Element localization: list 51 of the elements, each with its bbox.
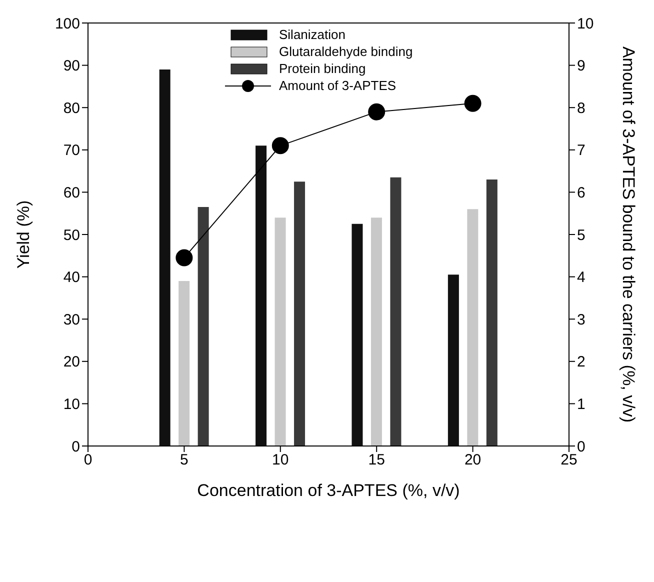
- bar: [370, 218, 382, 446]
- y2-tick-label: 10: [577, 15, 594, 32]
- y2-tick-label: 0: [577, 438, 586, 456]
- bar: [352, 224, 363, 446]
- y-tick-label: 20: [63, 354, 80, 371]
- point: [176, 249, 193, 266]
- y-tick-label: 80: [63, 100, 80, 117]
- point: [464, 94, 482, 112]
- bar: [178, 281, 190, 446]
- x-tick-label: 10: [272, 452, 289, 469]
- bar: [390, 177, 402, 446]
- x-axis-title: Concentration of 3-APTES (%, v/v): [197, 481, 460, 500]
- legend-label: Glutaraldehyde binding: [279, 43, 413, 60]
- x-tick-label: 20: [464, 452, 482, 469]
- x-tick-label: 15: [368, 452, 385, 469]
- y-tick-label: 90: [63, 58, 80, 75]
- y2-tick-label: 8: [577, 100, 586, 117]
- y2-axis-title: Amount of 3-APTES bound to the carriers (%, v/v): [618, 46, 638, 423]
- y2-tick-label: 5: [577, 226, 586, 244]
- y-axis-title: Yield (%): [14, 200, 34, 269]
- bar: [448, 274, 459, 446]
- bar: [467, 209, 478, 446]
- y2-tick-label: 6: [577, 184, 586, 202]
- bar: [274, 218, 286, 446]
- point: [368, 103, 386, 120]
- x-tick-label: 0: [84, 452, 92, 469]
- legend-label: Amount of 3-APTES: [279, 77, 396, 94]
- bar: [159, 70, 170, 446]
- y2-tick-label: 7: [577, 142, 586, 160]
- y2-tick-label: 3: [577, 311, 586, 328]
- y2-tick-label: 1: [577, 396, 586, 414]
- y-tick-label: 40: [63, 269, 80, 286]
- y-tick-label: 30: [63, 311, 80, 328]
- legend-label: Silanization: [279, 26, 346, 43]
- y2-tick-label: 2: [577, 354, 586, 371]
- x-tick-label: 25: [560, 452, 578, 469]
- y2-tick-label: 4: [577, 269, 586, 286]
- y-tick-label: 60: [63, 184, 80, 202]
- bar: [256, 146, 267, 446]
- y-tick-label: 0: [72, 438, 80, 456]
- y-tick-label: 10: [63, 396, 80, 414]
- x-tick-label: 5: [180, 452, 188, 469]
- y2-tick-label: 9: [577, 58, 586, 75]
- y-tick-label: 100: [54, 15, 80, 32]
- bar: [486, 180, 498, 446]
- bar: [198, 207, 209, 446]
- y-tick-label: 70: [63, 142, 80, 160]
- bar: [294, 182, 306, 446]
- point: [272, 137, 289, 154]
- y-tick-label: 50: [63, 226, 80, 244]
- legend-label: Protein binding: [279, 60, 366, 77]
